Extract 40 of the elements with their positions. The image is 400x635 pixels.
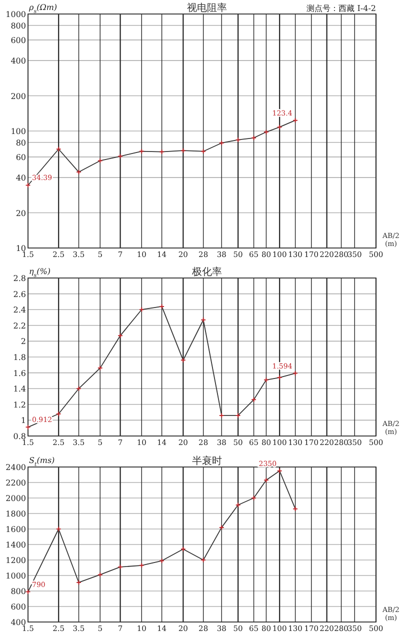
y-tick-label: 1400 <box>6 540 26 550</box>
y-tick-label: 1.4 <box>13 384 26 394</box>
text: 测点号：西藏 I-4-2 <box>306 4 376 13</box>
y-tick-label: 1000 <box>6 10 26 19</box>
y-tick-label: 400 <box>10 56 26 66</box>
y-tick-label: 2400 <box>6 463 26 472</box>
y-tick-label: 600 <box>10 602 26 612</box>
y-tick-label: 400 <box>10 618 26 627</box>
y-tick-label: 80 <box>16 138 26 148</box>
y-tick-label: 1 <box>20 416 26 426</box>
y-tick-label: 800 <box>10 21 26 30</box>
y-tick-label: 20 <box>16 208 26 218</box>
y-axis-title: ρ$_{s}$(Ωm) <box>28 3 58 15</box>
y-tick-label: 100 <box>10 127 26 136</box>
y-tick-label: 800 <box>10 587 26 596</box>
y-tick-label: 1200 <box>6 556 26 565</box>
y-tick-label: 600 <box>10 36 26 45</box>
y-tick-label: 2200 <box>6 478 26 488</box>
y-tick-label: 1.6 <box>13 368 26 378</box>
y-tick-label: 2 <box>20 337 26 346</box>
y-tick-label: 1.2 <box>13 400 26 410</box>
y-axis-title: η$_{s}$(%) <box>29 267 51 279</box>
y-tick-label: 60 <box>16 152 26 162</box>
chart-title: 半衰时 <box>192 455 222 467</box>
y-tick-label: 1.8 <box>13 353 26 362</box>
y-tick-label: 10 <box>16 244 26 253</box>
y-tick-label: 0.8 <box>13 432 26 441</box>
chart-title: 极化率 <box>191 266 222 278</box>
y-tick-label: 1000 <box>6 572 26 580</box>
y-tick-label: 200 <box>10 92 26 101</box>
y-tick-label: 2.8 <box>13 274 26 283</box>
y-tick-label: 1600 <box>6 525 26 534</box>
y-tick-label: 2.4 <box>13 306 26 315</box>
y-tick-label: 2.6 <box>13 290 26 299</box>
y-tick-label: 1800 <box>6 510 26 518</box>
y-tick-label: 40 <box>16 174 26 183</box>
y-axis-title: S$_{t}$(ms) <box>29 456 55 468</box>
y-tick-label: 2.2 <box>13 321 26 330</box>
chart-title: 视电阻率 <box>187 2 227 14</box>
y-tick-label: 2000 <box>6 494 26 503</box>
